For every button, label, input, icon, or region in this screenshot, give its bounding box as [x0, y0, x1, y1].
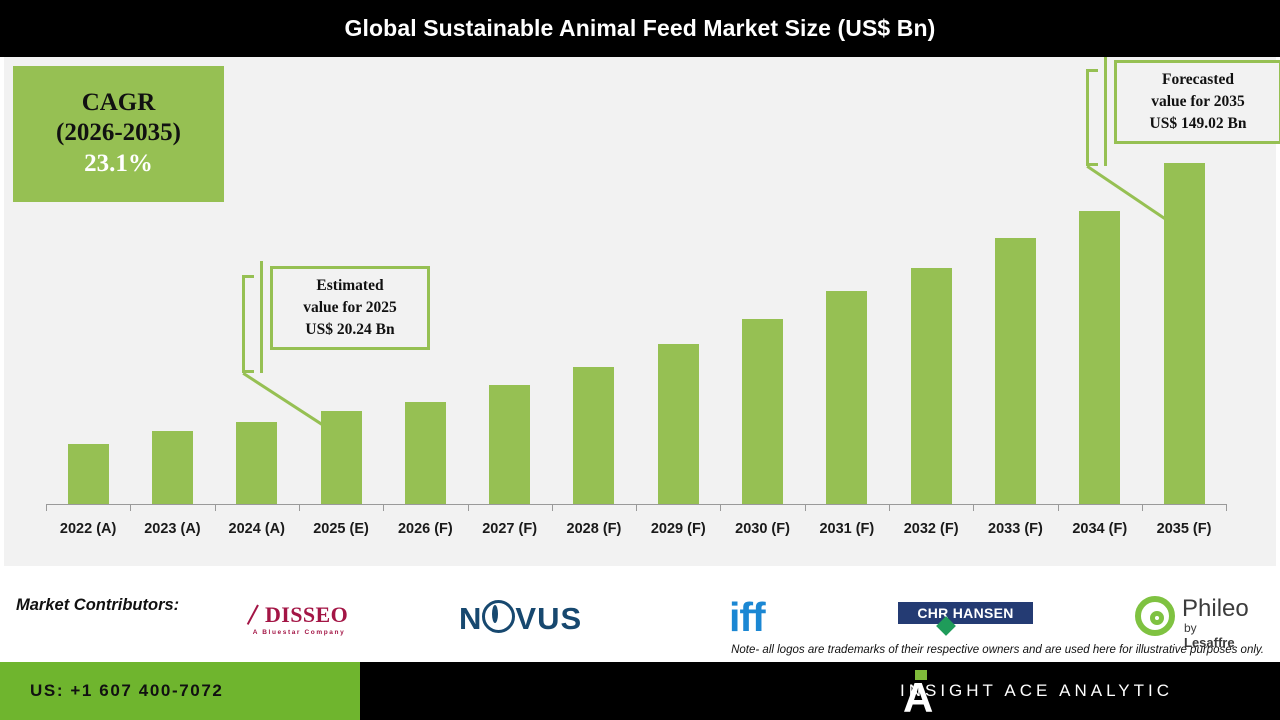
adisseo-logo: DISSEO A Bluestar Company — [250, 602, 348, 636]
forecast-line-2: value for 2035 — [1151, 93, 1245, 110]
chr-hansen-wordmark: CHR HANSEN — [917, 605, 1014, 621]
x-axis-label: 2032 (F) — [903, 521, 959, 537]
novus-logo: N VUS — [459, 600, 582, 637]
contact-phone[interactable]: US: +1 607 400-7072 — [30, 681, 224, 700]
page-title: Global Sustainable Animal Feed Market Si… — [344, 15, 936, 41]
x-axis-label: 2022 (A) — [59, 521, 117, 537]
bar-2023 — [151, 431, 193, 504]
adisseo-slash-icon — [250, 605, 265, 625]
x-axis-label: 2030 (F) — [735, 521, 790, 537]
x-tick — [1141, 504, 1143, 511]
x-tick — [804, 504, 806, 511]
bar-2030 — [742, 319, 784, 504]
x-tick — [383, 504, 385, 511]
x-tick — [1226, 504, 1228, 511]
x-axis-label: 2034 (F) — [1072, 521, 1128, 537]
x-tick — [973, 504, 975, 511]
contributors-label: Market Contributors: — [16, 596, 180, 614]
x-tick — [551, 504, 553, 511]
footer-contact-block — [0, 662, 360, 720]
bar-chart-plot: 2022 (A) 2023 (A) 2024 (A) 2025 (E) 2026 (F)… — [4, 57, 1276, 566]
x-axis-labels: 2022 (A) 2023 (A) 2024 (A) 2025 (E) 2026 (F)… — [4, 512, 1276, 546]
bar-2027 — [489, 385, 531, 504]
forecast-line-3: US$ 149.02 Bn — [1149, 115, 1247, 132]
x-axis-label: 2029 (F) — [650, 521, 706, 537]
iff-wordmark: iff — [729, 594, 766, 640]
x-axis-label: 2031 (F) — [819, 521, 875, 537]
trademark-note: Note- all logos are trademarks of their … — [731, 644, 1264, 656]
bar-2031 — [826, 291, 868, 504]
adisseo-wordmark: DISSEO — [250, 602, 348, 628]
x-axis-label: 2035 (F) — [1156, 521, 1212, 537]
estimated-bracket-inner — [260, 261, 263, 373]
adisseo-tagline: A Bluestar Company — [252, 629, 346, 636]
novus-wordmark-b: VUS — [515, 601, 583, 636]
estimated-bracket-top — [242, 275, 254, 278]
x-axis-label: 2024 (A) — [228, 521, 285, 537]
logo-square-accent — [915, 670, 927, 680]
bar-2033 — [994, 238, 1036, 504]
forecast-bracket-inner — [1104, 57, 1107, 166]
x-tick — [214, 504, 216, 511]
iff-logo: iff — [729, 594, 766, 641]
phileo-swirl-icon — [1135, 596, 1175, 636]
x-axis-label: 2033 (F) — [988, 521, 1043, 537]
bar-2032 — [910, 267, 952, 504]
forecast-value-callout: Forecasted value for 2035 US$ 149.02 Bn — [1114, 60, 1280, 144]
forecast-bracket-top — [1086, 69, 1098, 72]
x-tick — [467, 504, 469, 511]
novus-wordmark-a: N — [459, 601, 483, 636]
x-tick — [889, 504, 890, 511]
estimated-bracket-outer — [242, 275, 245, 373]
bar-2022 — [67, 443, 109, 504]
bar-2028 — [573, 367, 615, 504]
x-tick — [1057, 504, 1059, 511]
x-tick — [46, 504, 47, 511]
x-axis-label: 2026 (F) — [397, 521, 453, 537]
logo-letter: A — [903, 681, 934, 714]
bar-2029 — [657, 344, 699, 504]
x-tick — [130, 504, 132, 511]
estimated-line-1: Estimated — [316, 277, 384, 294]
forecast-bracket-bottom — [1086, 163, 1098, 166]
estimated-line-3: US$ 20.24 Bn — [305, 321, 395, 338]
novus-drop-icon — [482, 600, 516, 633]
estimated-bracket-bottom — [242, 370, 254, 373]
x-axis-label: 2023 (A) — [144, 521, 201, 537]
cagr-title: CAGR — [81, 89, 156, 116]
x-tick — [298, 504, 300, 511]
contributors-strip: Market Contributors: DISSEO A Bluestar C… — [0, 566, 1280, 662]
cagr-badge: CAGR (2026-2035) 23.1% — [13, 66, 224, 202]
forecast-line-1: Forecasted — [1161, 71, 1235, 88]
x-tick — [636, 504, 638, 511]
bar-2026 — [404, 402, 446, 504]
chart-panel: 2022 (A) 2023 (A) 2024 (A) 2025 (E) 2026 (F)… — [4, 57, 1280, 566]
forecast-bracket-outer — [1086, 69, 1089, 166]
bar-2035 — [1163, 163, 1205, 504]
header-bar: Global Sustainable Animal Feed Market Si… — [0, 0, 1280, 57]
x-axis-label: 2028 (F) — [566, 521, 622, 537]
bar-2034 — [1079, 211, 1121, 504]
insight-ace-logo-icon: A — [903, 670, 943, 714]
bar-2024 — [236, 422, 278, 504]
phileo-tagline: by Lesaffre — [1184, 621, 1235, 650]
x-axis-label: 2027 (F) — [482, 521, 538, 537]
cagr-period: (2026-2035) — [56, 119, 181, 146]
estimated-value-callout: Estimated value for 2025 US$ 20.24 Bn — [270, 266, 430, 350]
estimated-line-2: value for 2025 — [303, 299, 397, 316]
footer-bar: US: +1 607 400-7072 A INSIGHT ACE ANALYT… — [0, 662, 1280, 720]
phileo-wordmark: Phileo — [1182, 595, 1249, 622]
x-axis-label: 2025 (E) — [313, 521, 369, 537]
x-axis-line — [46, 504, 1226, 505]
brand-name: INSIGHT ACE ANALYTIC — [900, 681, 1174, 700]
x-tick — [720, 504, 722, 511]
chr-hansen-logo: CHR HANSEN — [898, 602, 1033, 636]
cagr-value: 23.1% — [84, 150, 153, 177]
